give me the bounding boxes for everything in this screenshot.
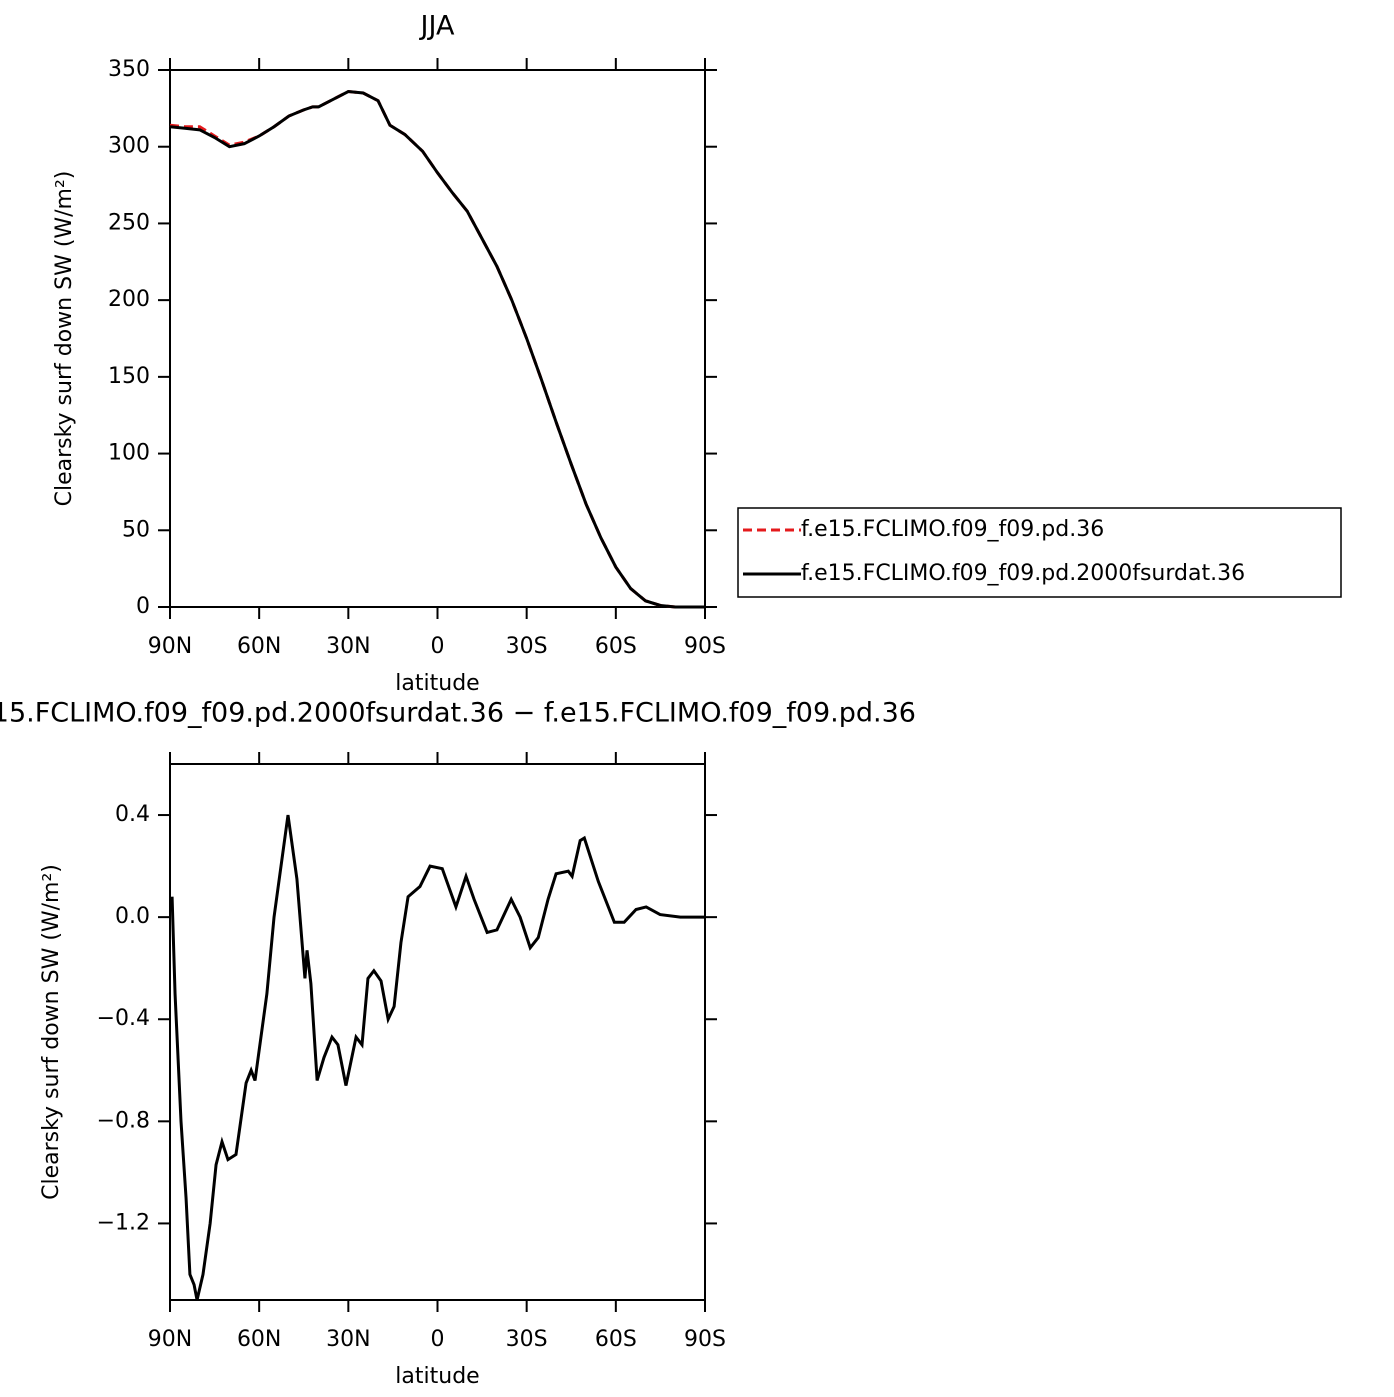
x-tick-label: 0: [431, 634, 445, 659]
x-tick-label: 90S: [684, 634, 726, 659]
y-axis-label: Clearsky surf down SW (W/m²): [39, 864, 64, 1200]
y-tick-label: 150: [108, 364, 150, 389]
x-tick-label: 30S: [506, 1327, 548, 1352]
y-tick-label: −1.2: [97, 1210, 150, 1235]
x-tick-label: 60N: [237, 1327, 281, 1352]
y-tick-label: 350: [108, 57, 150, 82]
chart-title: f.e15.FCLIMO.f09_f09.pd.2000fsurdat.36 −…: [0, 698, 916, 729]
legend-box: [737, 507, 1342, 598]
y-tick-label: 100: [108, 441, 150, 466]
y-tick-label: 50: [122, 517, 150, 542]
y-tick-label: 300: [108, 134, 150, 159]
x-axis-label: latitude: [395, 671, 479, 696]
y-tick-label: 200: [108, 287, 150, 312]
x-tick-label: 60S: [595, 634, 637, 659]
y-tick-label: −0.8: [97, 1108, 150, 1133]
chart-title: JJA: [419, 11, 455, 42]
data-line: [170, 814, 705, 1301]
x-tick-label: 0: [431, 1327, 445, 1352]
x-tick-label: 60S: [595, 1327, 637, 1352]
x-tick-label: 90S: [684, 1327, 726, 1352]
x-axis-label: latitude: [395, 1364, 479, 1389]
data-line: [169, 89, 705, 609]
x-tick-label: 30N: [326, 634, 370, 659]
legend-label: f.e15.FCLIMO.f09_f09.pd.2000fsurdat.36: [801, 561, 1245, 586]
x-tick-label: 30N: [326, 1327, 370, 1352]
y-tick-label: 0: [136, 594, 150, 619]
y-axis-label: Clearsky surf down SW (W/m²): [52, 171, 77, 507]
data-line: [169, 89, 705, 609]
plot-frame: [169, 69, 706, 608]
plot-frame: [169, 763, 706, 1301]
x-tick-label: 90N: [148, 1327, 192, 1352]
y-tick-label: 0.4: [115, 802, 150, 827]
legend-label: f.e15.FCLIMO.f09_f09.pd.36: [801, 517, 1104, 542]
x-tick-label: 90N: [148, 634, 192, 659]
y-tick-label: 250: [108, 210, 150, 235]
y-tick-label: 0.0: [115, 904, 150, 929]
y-tick-label: −0.4: [97, 1006, 150, 1031]
x-tick-label: 60N: [237, 634, 281, 659]
x-tick-label: 30S: [506, 634, 548, 659]
